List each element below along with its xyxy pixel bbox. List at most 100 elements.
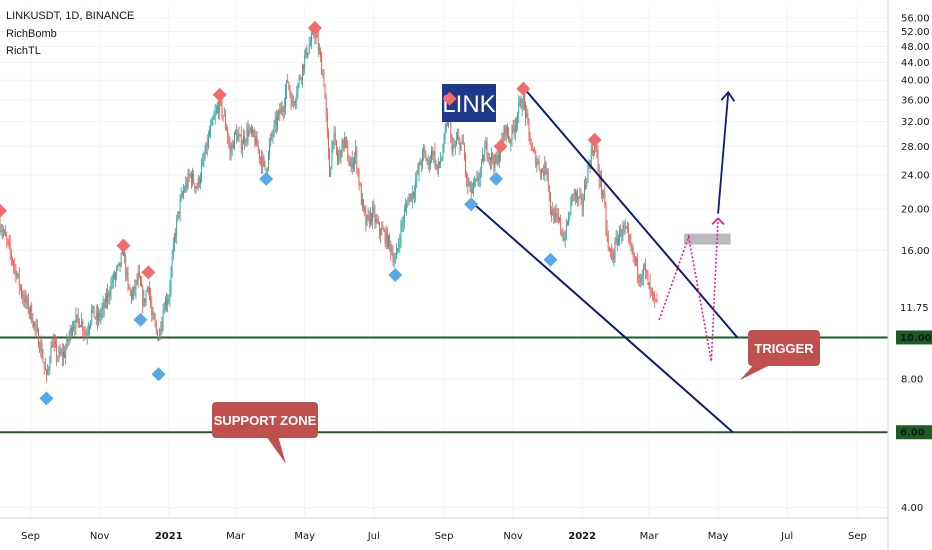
candle-body bbox=[171, 257, 173, 271]
candle-body bbox=[466, 172, 468, 179]
indicator-richtl[interactable]: RichTL bbox=[6, 45, 41, 57]
x-tick-label: May bbox=[294, 531, 315, 542]
candle-body bbox=[230, 149, 232, 152]
candle-body bbox=[451, 136, 453, 152]
candle-body bbox=[645, 265, 647, 270]
candle-body bbox=[467, 178, 469, 186]
candle-body bbox=[512, 125, 514, 129]
candle-body bbox=[531, 148, 533, 151]
candle-body bbox=[297, 84, 299, 95]
candle-body bbox=[470, 182, 472, 193]
candle-body bbox=[287, 80, 289, 83]
x-tick-label: Jul bbox=[780, 531, 793, 542]
candle-body bbox=[204, 153, 206, 159]
candle-body bbox=[126, 272, 128, 276]
candle-body bbox=[64, 351, 65, 358]
candle-body bbox=[249, 127, 251, 131]
candle-body bbox=[222, 115, 224, 117]
candle-body bbox=[261, 157, 263, 168]
candle-body bbox=[536, 161, 538, 166]
candle-body bbox=[89, 326, 90, 331]
candle-body bbox=[282, 110, 284, 113]
candle-body bbox=[7, 239, 9, 242]
projection-path bbox=[658, 218, 719, 362]
candle-body bbox=[147, 287, 149, 289]
candle-body bbox=[263, 157, 265, 161]
candle-body bbox=[43, 361, 45, 367]
candle-body bbox=[510, 140, 512, 143]
candle-body bbox=[436, 164, 438, 171]
candle-body bbox=[413, 191, 414, 196]
candle-body bbox=[232, 143, 234, 149]
candle-body bbox=[309, 42, 311, 46]
candle-body bbox=[461, 139, 463, 143]
candle-body bbox=[525, 102, 526, 117]
candle-body bbox=[374, 210, 376, 223]
candle-body bbox=[579, 195, 581, 197]
candle-body bbox=[221, 100, 223, 116]
candle-body bbox=[201, 165, 203, 179]
candle-body bbox=[212, 119, 214, 121]
candle-body bbox=[283, 106, 285, 113]
candle-body bbox=[647, 273, 649, 286]
markers-layer bbox=[0, 21, 602, 406]
candle-body bbox=[285, 91, 286, 107]
candle-body bbox=[304, 55, 306, 69]
bottom-marker bbox=[39, 391, 54, 406]
candle-body bbox=[292, 100, 294, 103]
candle-body bbox=[602, 191, 603, 196]
candle-body bbox=[320, 50, 321, 57]
support-tag-pointer bbox=[266, 436, 286, 464]
candle-body bbox=[459, 138, 461, 150]
candle-body bbox=[543, 171, 545, 175]
x-tick-label: May bbox=[708, 531, 729, 542]
candle-body bbox=[1, 230, 3, 233]
candle-body bbox=[13, 262, 14, 265]
candle-body bbox=[491, 153, 492, 161]
candle-body bbox=[76, 314, 78, 316]
candle-body bbox=[368, 214, 370, 225]
candle-body bbox=[8, 241, 10, 244]
candle-body bbox=[251, 127, 252, 133]
candle-body bbox=[146, 287, 148, 292]
grid-layer bbox=[0, 5, 888, 517]
candle-body bbox=[637, 258, 639, 276]
candle-body bbox=[507, 125, 508, 135]
trigger-tag-box bbox=[748, 330, 820, 366]
candle-body bbox=[349, 165, 351, 167]
candle-body bbox=[197, 177, 199, 189]
candle-body bbox=[294, 102, 295, 103]
candle-body bbox=[596, 149, 598, 155]
time-axis: Sep Nov 2021 Mar May Jul Sep Nov 2022 Mar May Jul Se… bbox=[0, 517, 888, 542]
candle-body bbox=[0, 230, 2, 232]
candle-body bbox=[342, 139, 344, 148]
candle-body bbox=[355, 148, 357, 156]
upper-trendline bbox=[522, 86, 739, 339]
candle-body bbox=[168, 298, 170, 302]
candle-body bbox=[581, 196, 583, 208]
candle-body bbox=[565, 221, 567, 239]
candle-body bbox=[248, 130, 250, 136]
candle-body bbox=[111, 282, 113, 284]
candle-body bbox=[403, 211, 405, 222]
candle-body bbox=[564, 238, 566, 240]
candle-body bbox=[193, 173, 195, 184]
indicator-richbomb[interactable]: RichBomb bbox=[6, 28, 57, 40]
candle-body bbox=[348, 160, 350, 166]
candle-body bbox=[84, 332, 86, 333]
candle-body bbox=[108, 292, 110, 297]
candle-body bbox=[513, 128, 515, 132]
candle-body bbox=[169, 288, 171, 299]
y-tick-label: 4.00 bbox=[901, 503, 923, 514]
candle-body bbox=[614, 241, 616, 257]
candle-body bbox=[51, 345, 53, 348]
candle-body bbox=[280, 107, 282, 115]
candle-body bbox=[245, 140, 247, 143]
candle-body bbox=[423, 148, 425, 152]
y-tick-label: 52.00 bbox=[901, 27, 930, 38]
candle-body bbox=[562, 234, 564, 240]
candle-body bbox=[522, 91, 524, 108]
candle-body bbox=[630, 241, 632, 248]
candle-body bbox=[558, 215, 559, 221]
